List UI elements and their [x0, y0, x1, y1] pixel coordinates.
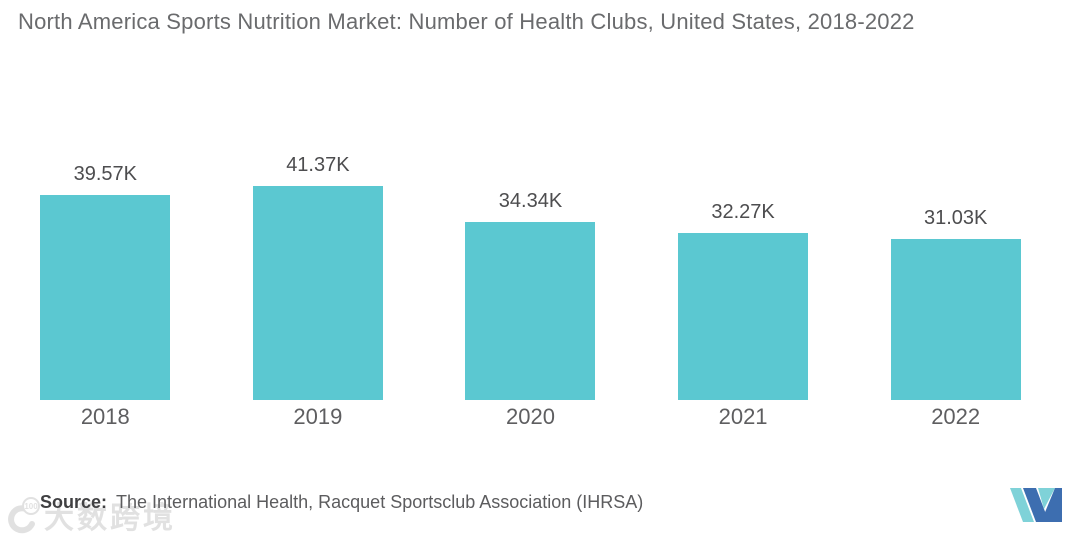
- bar-chart-plot-area: 39.57K 41.37K 34.34K 32.27K 31.03K: [0, 154, 1062, 400]
- bar-value-label: 31.03K: [923, 207, 988, 229]
- x-axis: 2018 2019 2020 2021 2022: [0, 404, 1062, 430]
- x-tick-label-2020: 2020: [506, 404, 555, 429]
- bar-column-2019: 41.37K: [212, 154, 425, 400]
- bar-2020: [465, 222, 596, 400]
- x-tick-label-2018: 2018: [80, 404, 130, 429]
- x-tick-label-2021: 2021: [718, 404, 768, 429]
- source-text: The International Health, Racquet Sports…: [116, 492, 644, 512]
- bar-value-label: 34.34K: [498, 190, 563, 212]
- chart-title: North America Sports Nutrition Market: N…: [18, 9, 915, 34]
- bar-2021: [678, 233, 809, 400]
- bar-value-label: 39.57K: [73, 163, 137, 185]
- x-tick-label-2022: 2022: [931, 404, 981, 429]
- bar-2022: [890, 239, 1021, 400]
- source-line: Source: The International Health, Racquet…: [40, 492, 643, 513]
- svg-text:100: 100: [24, 502, 38, 511]
- bar-column-2020: 34.34K: [424, 190, 637, 400]
- bar-value-label: 32.27K: [711, 201, 775, 223]
- bar-value-label: 41.37K: [286, 154, 350, 176]
- bar-2018: [40, 195, 171, 400]
- m-logo-icon: [1010, 488, 1062, 522]
- bar-2019: [252, 186, 383, 400]
- source-label: Source:: [40, 492, 108, 512]
- bar-column-2022: 31.03K: [849, 207, 1062, 400]
- bar-column-2018: 39.57K: [0, 163, 212, 400]
- bar-column-2021: 32.27K: [637, 201, 850, 400]
- watermark-icon: 100: [2, 496, 42, 541]
- x-tick-label-2019: 2019: [293, 404, 343, 429]
- mordor-intelligence-logo: [1010, 486, 1064, 528]
